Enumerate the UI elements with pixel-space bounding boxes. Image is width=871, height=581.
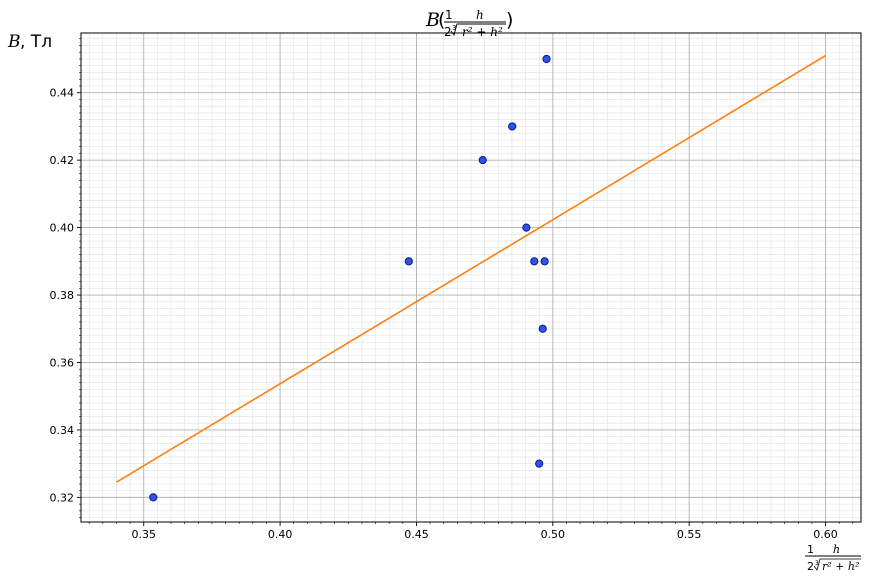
fit-line xyxy=(116,54,826,483)
chart-title: B ( 1 h 2 3 r² + h² ) xyxy=(425,8,513,39)
data-point xyxy=(478,156,487,165)
x-tick-label: 0.45 xyxy=(404,528,429,541)
data-point xyxy=(404,257,413,266)
y-label-unit: , Тл xyxy=(20,32,52,52)
data-point xyxy=(538,324,547,333)
y-tick-label: 0.42 xyxy=(50,154,75,167)
x-tick-label: 0.60 xyxy=(813,528,838,541)
x-axis-label: 1 h 2 3 r² + h² xyxy=(805,543,861,573)
x-tick-label: 0.50 xyxy=(541,528,566,541)
x-tick-label: 0.35 xyxy=(131,528,156,541)
title-radical-sign xyxy=(450,23,506,37)
x-label-root-body: r² + h² xyxy=(822,560,859,573)
title-close-paren: ) xyxy=(506,9,513,31)
title-den-coef: 2 xyxy=(444,25,452,39)
y-tick-label: 0.32 xyxy=(50,491,75,504)
data-point xyxy=(149,493,158,502)
tick-labels: 0.35 0.40 0.45 0.50 0.55 0.60 0.32 0.34 0.36 0.38… xyxy=(50,87,838,541)
title-frac-num: 1 xyxy=(445,8,453,22)
x-tick-label: 0.55 xyxy=(677,528,702,541)
x-label-root-index: 3 xyxy=(815,560,819,567)
x-label-frac-num: 1 xyxy=(807,543,814,556)
y-tick-label: 0.44 xyxy=(50,87,75,100)
y-tick-label: 0.36 xyxy=(50,356,75,369)
y-axis-label: B , Тл xyxy=(7,32,52,52)
ticks-layer xyxy=(77,38,854,526)
y-tick-label: 0.38 xyxy=(50,289,75,302)
x-label-den-coef: 2 xyxy=(807,560,814,573)
x-tick-label: 0.40 xyxy=(268,528,293,541)
title-func: B xyxy=(425,9,440,31)
major-grid xyxy=(81,33,861,522)
title-open-paren: ( xyxy=(438,9,445,31)
y-label-var: B xyxy=(7,32,21,52)
y-tick-label: 0.34 xyxy=(50,424,75,437)
title-root-body: r² + h² xyxy=(462,25,503,39)
x-label-radical-sign xyxy=(813,558,861,571)
data-point xyxy=(542,54,551,64)
data-point xyxy=(530,257,539,266)
points-layer xyxy=(149,54,551,502)
title-root-index: 3 xyxy=(452,24,456,32)
title-inner-num: h xyxy=(476,8,484,22)
y-tick-label: 0.40 xyxy=(50,222,75,235)
data-point xyxy=(508,122,517,131)
data-point xyxy=(522,223,531,232)
minor-grid xyxy=(81,33,861,522)
data-point xyxy=(540,257,549,266)
x-label-inner-num: h xyxy=(833,543,840,556)
data-point xyxy=(535,459,544,468)
fit-line-layer xyxy=(116,54,826,483)
